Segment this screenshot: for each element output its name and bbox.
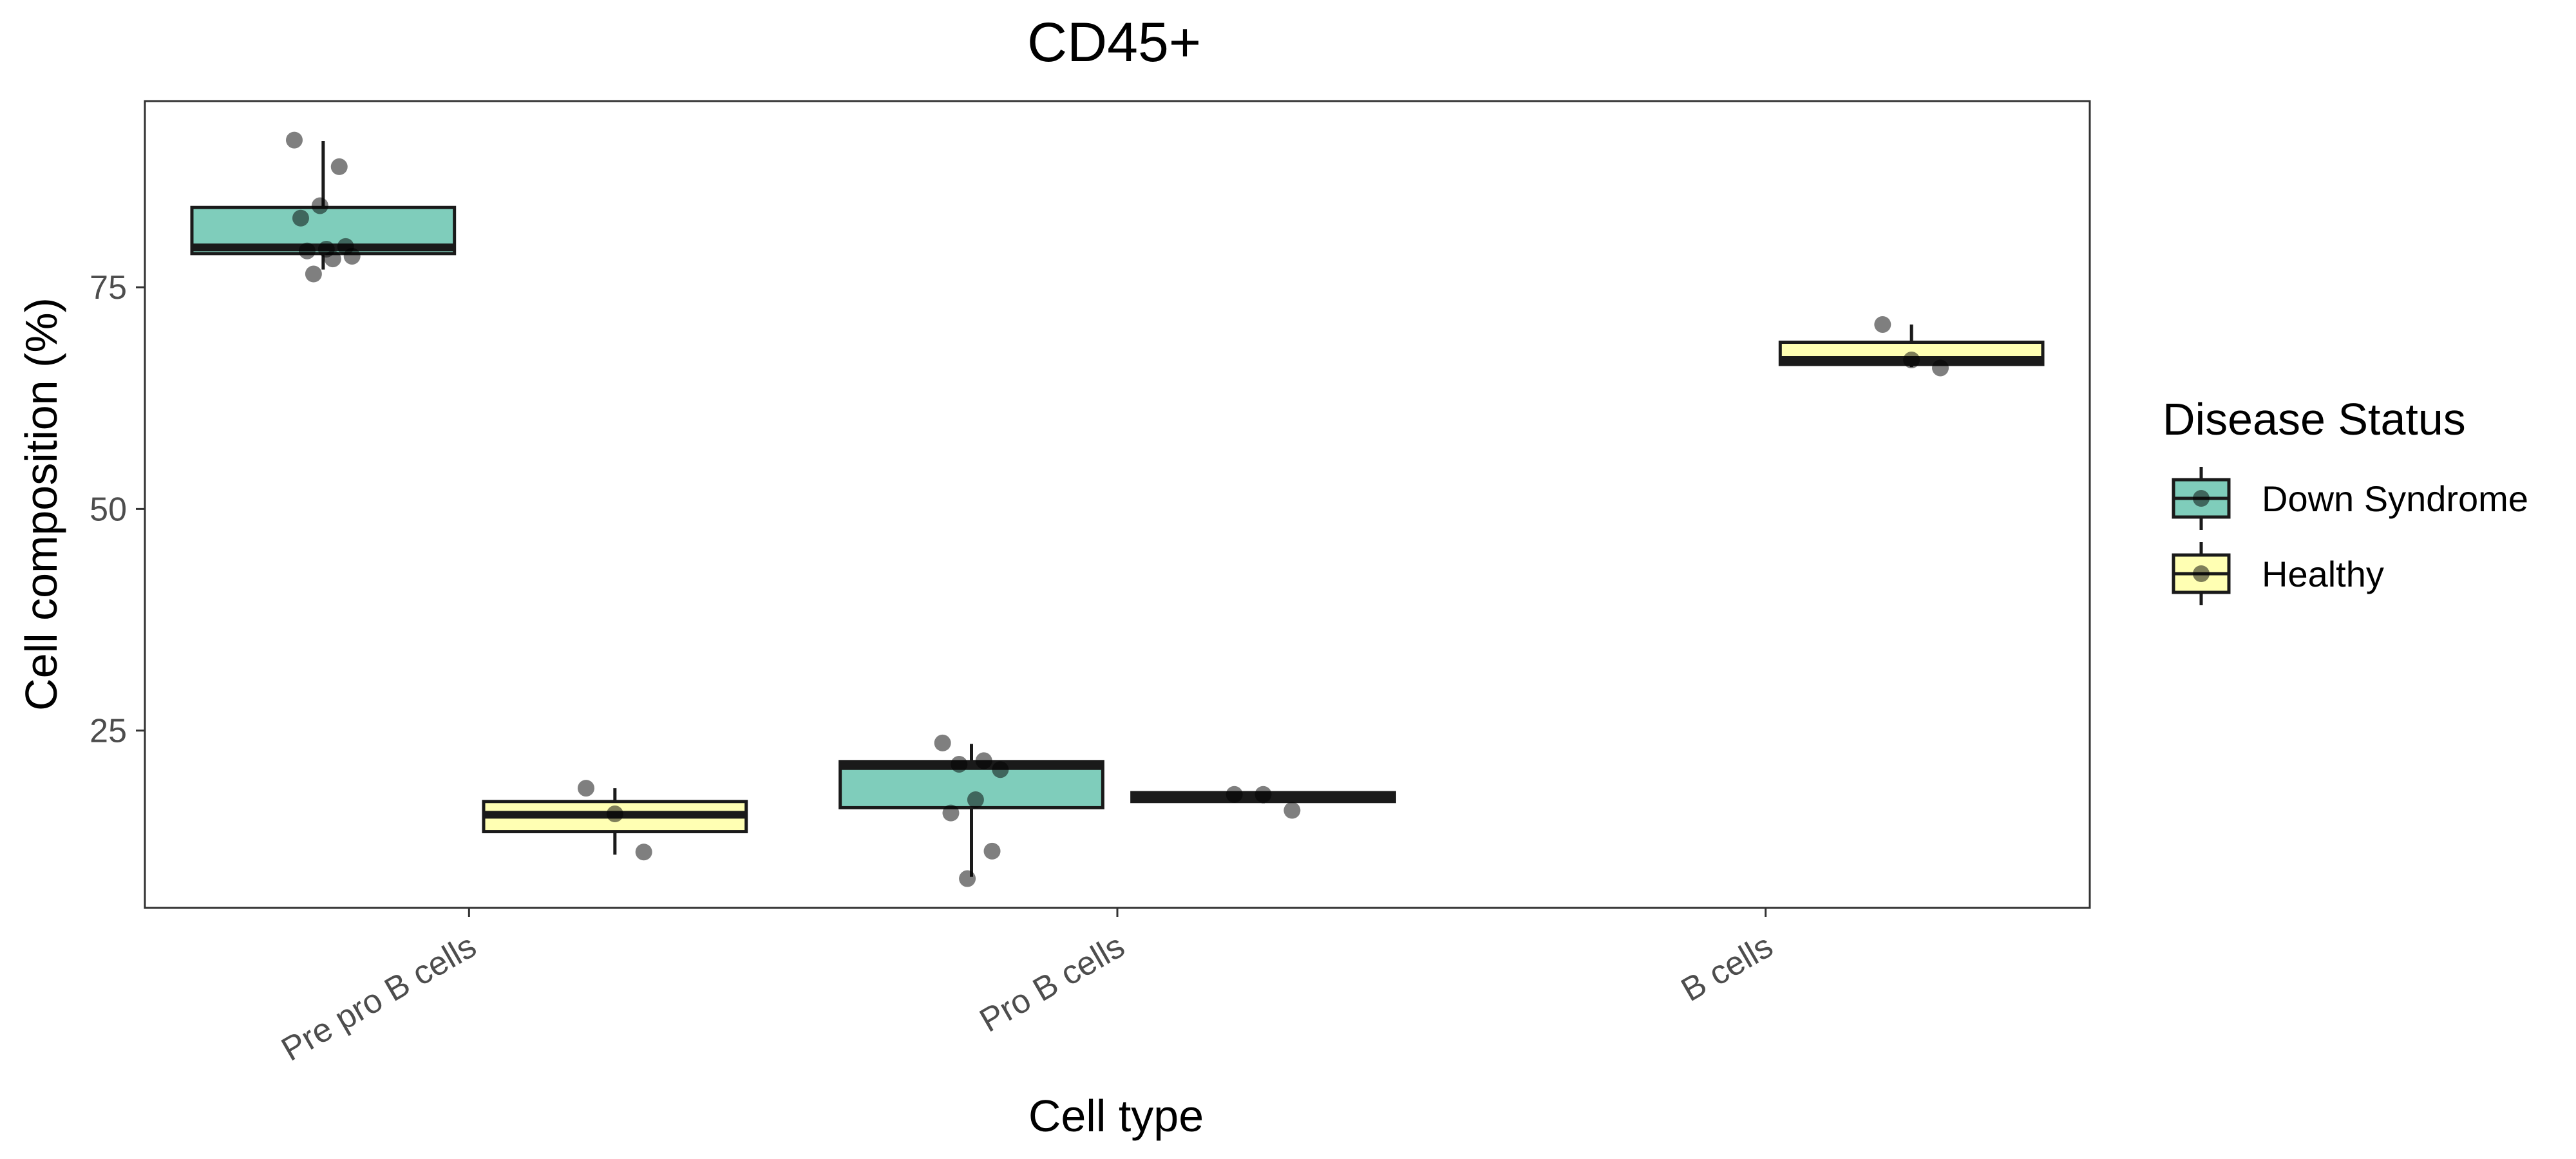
y-tick-label-2: 75 xyxy=(90,269,127,306)
data-point-down-syndrome-1-5 xyxy=(942,804,960,822)
data-point-healthy-1-2 xyxy=(1283,802,1301,819)
data-point-down-syndrome-0-6 xyxy=(298,242,316,259)
y-tick-label-0: 25 xyxy=(90,713,127,750)
data-point-down-syndrome-0-1 xyxy=(330,158,348,175)
legend-title: Disease Status xyxy=(2163,394,2466,444)
chart-title: CD45+ xyxy=(1027,12,1201,73)
legend-key-point xyxy=(2193,565,2210,582)
data-point-healthy-2-2 xyxy=(1932,359,1949,377)
data-point-down-syndrome-0-8 xyxy=(324,250,341,268)
data-point-down-syndrome-1-6 xyxy=(983,842,1001,860)
data-point-healthy-0-1 xyxy=(606,806,623,823)
data-point-healthy-2-0 xyxy=(1874,316,1891,333)
data-point-down-syndrome-1-2 xyxy=(951,755,968,773)
data-point-healthy-1-0 xyxy=(1226,786,1243,803)
legend: Disease Status Down Syndrome Healthy xyxy=(2163,394,2528,605)
data-point-down-syndrome-0-7 xyxy=(343,247,361,265)
legend-key-point xyxy=(2193,490,2210,507)
data-point-down-syndrome-0-0 xyxy=(285,131,303,149)
data-point-healthy-1-1 xyxy=(1255,786,1272,803)
x-tick-label-1: Pro B cells xyxy=(974,927,1131,1039)
data-point-healthy-0-2 xyxy=(635,843,652,861)
x-tick-label-2: B cells xyxy=(1675,927,1779,1009)
y-tick-label-1: 50 xyxy=(90,491,127,528)
x-axis: Pre pro B cells Pro B cells B cells xyxy=(275,908,1779,1068)
data-point-healthy-0-0 xyxy=(577,780,594,797)
data-point-down-syndrome-0-9 xyxy=(305,265,322,283)
data-point-down-syndrome-1-0 xyxy=(934,734,951,751)
legend-item-down-syndrome: Down Syndrome xyxy=(2172,467,2528,530)
data-point-down-syndrome-1-4 xyxy=(967,791,984,809)
data-point-down-syndrome-1-3 xyxy=(992,761,1009,778)
legend-item-healthy: Healthy xyxy=(2172,542,2384,605)
x-axis-title: Cell type xyxy=(1028,1091,1204,1141)
legend-label: Healthy xyxy=(2262,554,2384,594)
box-down-syndrome-1 xyxy=(838,744,1104,877)
y-axis: 25 50 75 xyxy=(90,269,145,750)
jitter-points xyxy=(285,131,1949,887)
y-axis-title: Cell composition (%) xyxy=(16,297,66,711)
x-tick-label-0: Pre pro B cells xyxy=(275,927,482,1068)
legend-items: Down Syndrome Healthy xyxy=(2172,467,2528,605)
data-point-down-syndrome-0-3 xyxy=(292,209,309,227)
data-point-healthy-2-1 xyxy=(1903,352,1920,369)
legend-label: Down Syndrome xyxy=(2262,478,2528,519)
data-point-down-syndrome-1-7 xyxy=(959,870,976,887)
data-point-down-syndrome-0-2 xyxy=(311,197,328,214)
data-point-down-syndrome-1-1 xyxy=(975,752,992,769)
box-series xyxy=(190,140,2045,877)
